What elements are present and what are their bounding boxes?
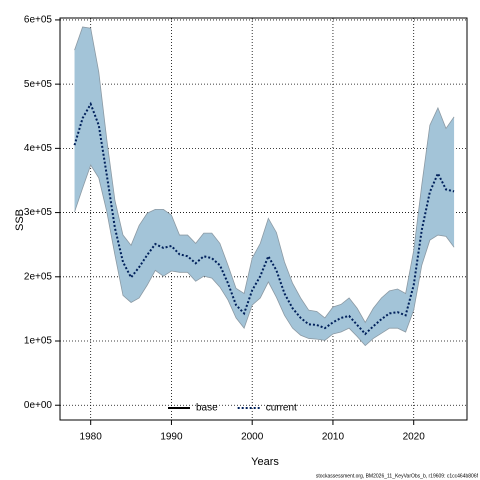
x-tick-label: 2010	[322, 432, 345, 443]
y-tick-label: 2e+05	[24, 271, 53, 282]
legend-label: base	[196, 403, 218, 414]
y-tick-label: 5e+05	[24, 79, 53, 90]
y-tick-label: 4e+05	[24, 143, 53, 154]
x-axis-label: Years	[251, 456, 279, 468]
y-tick-label: 1e+05	[24, 336, 53, 347]
confidence-band-edge	[74, 164, 455, 347]
y-tick-label: 3e+05	[24, 207, 53, 218]
x-tick-label: 2000	[241, 432, 264, 443]
y-axis-label: SSB	[14, 209, 26, 231]
footer: stockassessment.org, BM2026_11_KeyVarObs…	[316, 473, 479, 479]
y-tick-label: 0e+00	[24, 400, 53, 411]
series-line	[73, 101, 455, 336]
x-tick-label: 1980	[80, 432, 103, 443]
plot-frame	[59, 17, 468, 421]
y-tick-label: 6e+05	[24, 15, 53, 26]
x-tick-label: 1990	[160, 432, 183, 443]
confidence-band-fill	[74, 26, 455, 346]
x-tick-label: 2020	[403, 432, 426, 443]
legend-label: current	[266, 403, 297, 414]
confidence-band-edge	[74, 26, 455, 324]
